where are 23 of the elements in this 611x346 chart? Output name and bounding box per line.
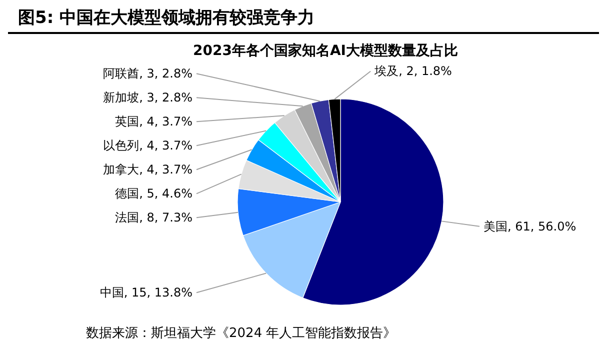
data-label: , 3, 2.8%	[139, 90, 192, 105]
slice-label: 美国	[484, 219, 508, 234]
slice-label: 新加坡	[103, 90, 140, 105]
chart-subtitle: 2023年各个国家知名AI大模型数量及占比	[192, 42, 459, 61]
data-label: , 4, 3.7%	[139, 162, 192, 177]
slice-label: 阿联酋	[103, 66, 140, 81]
data-label: , 5, 4.6%	[139, 186, 192, 201]
data-label: , 2, 1.8%	[398, 64, 452, 78]
data-label: , 4, 3.7%	[139, 138, 192, 153]
slice-label: 中国	[100, 286, 124, 300]
slice-label: 英国	[115, 114, 140, 129]
data-label: , 15, 13.8%	[124, 286, 192, 300]
slice-label: 法国	[115, 210, 140, 225]
data-label: , 3, 2.8%	[139, 66, 192, 81]
chart-title: 图5: 中国在大模型领域拥有较强竞争力	[8, 0, 599, 34]
slice-label: 加拿大	[103, 162, 140, 177]
data-label: , 8, 7.3%	[139, 210, 192, 225]
data-label: , 61, 56.0%	[508, 219, 576, 234]
slice-label: 以色列	[103, 138, 140, 153]
slice-label: 埃及	[374, 64, 399, 78]
data-label: , 4, 3.7%	[139, 114, 192, 129]
source-note: 数据来源：斯坦福大学《2024 年人工智能指数报告》	[85, 325, 396, 342]
slice-label: 德国	[115, 186, 140, 201]
